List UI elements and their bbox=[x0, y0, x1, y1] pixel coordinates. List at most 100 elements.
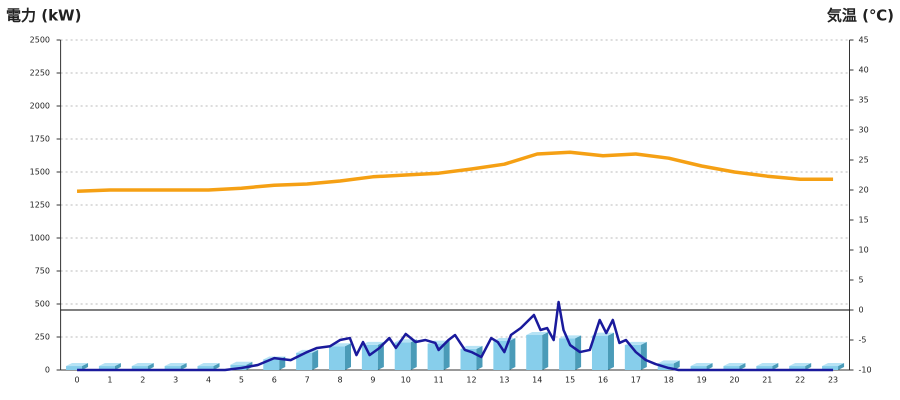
bar-top bbox=[591, 332, 614, 336]
bar bbox=[329, 343, 352, 370]
x-tick-label: 22 bbox=[795, 376, 805, 385]
y-tick-label: 250 bbox=[35, 333, 50, 342]
bar bbox=[460, 345, 483, 370]
x-tick-label: 7 bbox=[305, 376, 310, 385]
bar-front bbox=[822, 366, 839, 370]
bar bbox=[723, 363, 746, 370]
bar-top bbox=[789, 363, 812, 367]
bar-front bbox=[624, 344, 641, 370]
y-tick-label: 0 bbox=[45, 366, 50, 375]
bar-side bbox=[410, 339, 417, 370]
bar bbox=[756, 363, 779, 370]
bar-top bbox=[197, 363, 220, 367]
bar-front bbox=[591, 335, 608, 370]
bar bbox=[526, 332, 549, 370]
line bbox=[77, 300, 834, 372]
x-tick-label: 12 bbox=[466, 376, 476, 385]
y-tick-label: 2250 bbox=[30, 69, 50, 78]
bar-front bbox=[131, 366, 148, 370]
bar-side bbox=[147, 363, 154, 370]
bar-side bbox=[772, 363, 779, 370]
bar-top bbox=[756, 363, 779, 367]
bar bbox=[131, 363, 154, 370]
bar-front bbox=[66, 366, 83, 370]
y-tick-label: 1000 bbox=[30, 234, 50, 243]
bar-side bbox=[443, 340, 450, 370]
y2-tick-label: -10 bbox=[859, 366, 872, 375]
bar-side bbox=[509, 337, 516, 370]
bar-front bbox=[559, 338, 576, 370]
y-tick-label: 2500 bbox=[30, 36, 50, 45]
y-tick-label: 1750 bbox=[30, 135, 50, 144]
bar-front bbox=[690, 366, 707, 370]
bar-side bbox=[213, 363, 220, 370]
bar-top bbox=[66, 363, 89, 367]
y2-tick-label: 20 bbox=[859, 186, 869, 195]
y2-tick-label: 30 bbox=[859, 126, 869, 135]
bar-top bbox=[361, 341, 384, 345]
line bbox=[76, 150, 834, 193]
bar-front bbox=[296, 352, 313, 370]
y-tick-label: 2000 bbox=[30, 102, 50, 111]
y2-tick-label: 35 bbox=[859, 96, 869, 105]
x-tick-label: 20 bbox=[729, 376, 739, 385]
bar-top bbox=[723, 363, 746, 367]
bar-front bbox=[526, 335, 543, 370]
bar-side bbox=[542, 332, 549, 370]
y2-tick-label: 10 bbox=[859, 246, 869, 255]
y-tick-label: 1500 bbox=[30, 168, 50, 177]
bar bbox=[624, 341, 647, 370]
bar-side bbox=[575, 335, 582, 370]
x-tick-label: 19 bbox=[696, 376, 706, 385]
bar-top bbox=[526, 332, 549, 336]
x-tick-label: 14 bbox=[532, 376, 542, 385]
y-tick-label: 1250 bbox=[30, 201, 50, 210]
bar-front bbox=[789, 366, 806, 370]
x-tick-label: 6 bbox=[272, 376, 277, 385]
y-tick-label: 750 bbox=[35, 267, 50, 276]
y2-tick-label: 15 bbox=[859, 216, 869, 225]
bar-front bbox=[394, 342, 411, 370]
bar-side bbox=[345, 343, 352, 370]
bar-front bbox=[756, 366, 773, 370]
bar-side bbox=[739, 363, 746, 370]
bar-front bbox=[197, 366, 214, 370]
bar-side bbox=[838, 363, 845, 370]
bar bbox=[66, 363, 89, 370]
bar bbox=[822, 363, 845, 370]
bar-top bbox=[164, 363, 187, 367]
x-tick-label: 16 bbox=[598, 376, 608, 385]
y2-title: 気温 (℃) bbox=[827, 7, 894, 25]
bar-front bbox=[98, 366, 115, 370]
bar-side bbox=[312, 349, 319, 370]
bar-front bbox=[164, 366, 181, 370]
bar-side bbox=[640, 341, 647, 370]
x-tick-label: 11 bbox=[434, 376, 444, 385]
x-tick-label: 5 bbox=[239, 376, 244, 385]
bar-side bbox=[114, 363, 121, 370]
bar bbox=[164, 363, 187, 370]
x-tick-label: 8 bbox=[337, 376, 342, 385]
bar bbox=[690, 363, 713, 370]
bar-side bbox=[805, 363, 812, 370]
bar-top bbox=[98, 363, 121, 367]
bar-top bbox=[230, 361, 253, 365]
x-tick-label: 13 bbox=[499, 376, 509, 385]
bar bbox=[591, 332, 614, 370]
bar-top bbox=[559, 335, 582, 339]
bar-side bbox=[706, 363, 713, 370]
x-tick-label: 2 bbox=[140, 376, 145, 385]
bar-top bbox=[460, 345, 483, 349]
y-tick-label: 500 bbox=[35, 300, 50, 309]
bar-front bbox=[361, 344, 378, 370]
x-tick-label: 9 bbox=[370, 376, 375, 385]
y2-tick-label: -5 bbox=[859, 336, 867, 345]
bar-top bbox=[131, 363, 154, 367]
x-tick-label: 0 bbox=[74, 376, 79, 385]
bar-top bbox=[822, 363, 845, 367]
y2-tick-label: 25 bbox=[859, 156, 869, 165]
bar bbox=[98, 363, 121, 370]
x-tick-label: 4 bbox=[206, 376, 211, 385]
